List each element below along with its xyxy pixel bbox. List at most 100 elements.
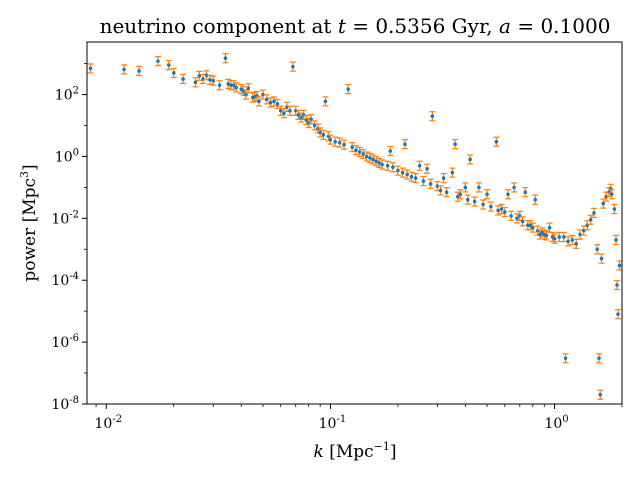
data-marker [455,194,460,199]
data-point [404,169,411,180]
data-marker [231,83,236,88]
data-marker [472,199,477,204]
data-marker [441,176,446,180]
data-marker [499,207,504,211]
data-marker [282,111,286,116]
data-marker [453,142,457,146]
data-marker [321,133,326,137]
data-point [532,194,539,205]
data-point [462,182,469,193]
data-point [322,96,329,107]
y-tick-label: 100 [55,147,79,165]
data-point [452,139,459,150]
data-point [484,189,491,200]
data-marker [468,157,472,162]
data-marker [217,83,222,88]
data-point [238,84,245,95]
data-marker [562,235,566,239]
data-marker [612,207,617,211]
data-marker [489,204,493,209]
data-point [303,114,310,126]
data-marker [597,356,601,361]
data-marker [533,197,538,202]
data-point [600,198,607,209]
data-point [242,89,249,100]
data-point [522,187,529,198]
data-marker [598,392,603,397]
data-point [408,171,415,182]
data-marker [346,87,350,91]
data-marker [88,66,93,71]
x-axis-label-symbol: k [313,442,323,462]
data-marker [570,238,575,242]
data-point [289,61,296,72]
data-marker [364,154,369,159]
data-point [280,108,287,119]
data-marker [400,170,405,175]
data-point [274,98,281,110]
data-marker [197,74,202,78]
data-point [136,65,143,77]
data-marker [193,80,198,85]
data-marker [229,83,233,88]
data-point [475,182,482,193]
data-point [471,196,478,207]
data-marker [309,117,313,121]
data-marker [592,211,596,215]
chart-title-prefix: neutrino component at [100,14,338,38]
data-marker [377,161,381,165]
data-point [203,70,210,81]
data-marker [357,150,362,154]
data-point [366,152,373,163]
data-point [170,67,177,79]
data-point [199,73,206,85]
data-marker [601,201,606,206]
data-marker [211,78,216,83]
data-marker [435,184,440,188]
chart-title-eq1: = 0.5356 Gyr, [346,14,499,38]
data-marker [409,175,414,179]
data-marker [239,87,244,91]
data-marker [421,179,426,183]
data-marker [244,92,248,97]
data-point [464,194,471,205]
data-marker [337,140,342,145]
data-point [352,145,359,156]
data-point [233,82,240,93]
data-point [467,154,474,165]
data-marker [417,163,422,168]
x-axis-label: k [Mpc−1] [313,440,396,462]
data-point [434,180,441,192]
data-point [596,353,603,364]
data-marker [609,192,614,197]
data-marker [285,105,289,109]
data-point [565,236,572,247]
data-point [594,244,601,255]
data-point [180,73,187,85]
data-marker [515,216,519,221]
data-marker [288,108,292,113]
data-point [608,189,615,200]
data-marker [494,139,499,144]
data-marker [299,115,303,120]
data-marker [615,283,619,287]
data-point [320,129,327,140]
data-point [349,142,356,153]
data-point [519,216,526,227]
data-marker [323,99,328,104]
data-marker [318,130,322,135]
data-marker [520,219,525,224]
data-marker [181,77,185,81]
data-marker [523,190,528,194]
data-marker [465,197,470,202]
y-axis-label-text: power [Mpc [20,178,40,282]
data-marker [208,78,212,82]
data-marker [234,85,239,90]
data-point [373,156,380,167]
data-marker [578,232,582,237]
data-layer [87,53,623,400]
data-point [317,127,324,138]
data-point [584,220,591,231]
data-marker [333,139,337,144]
